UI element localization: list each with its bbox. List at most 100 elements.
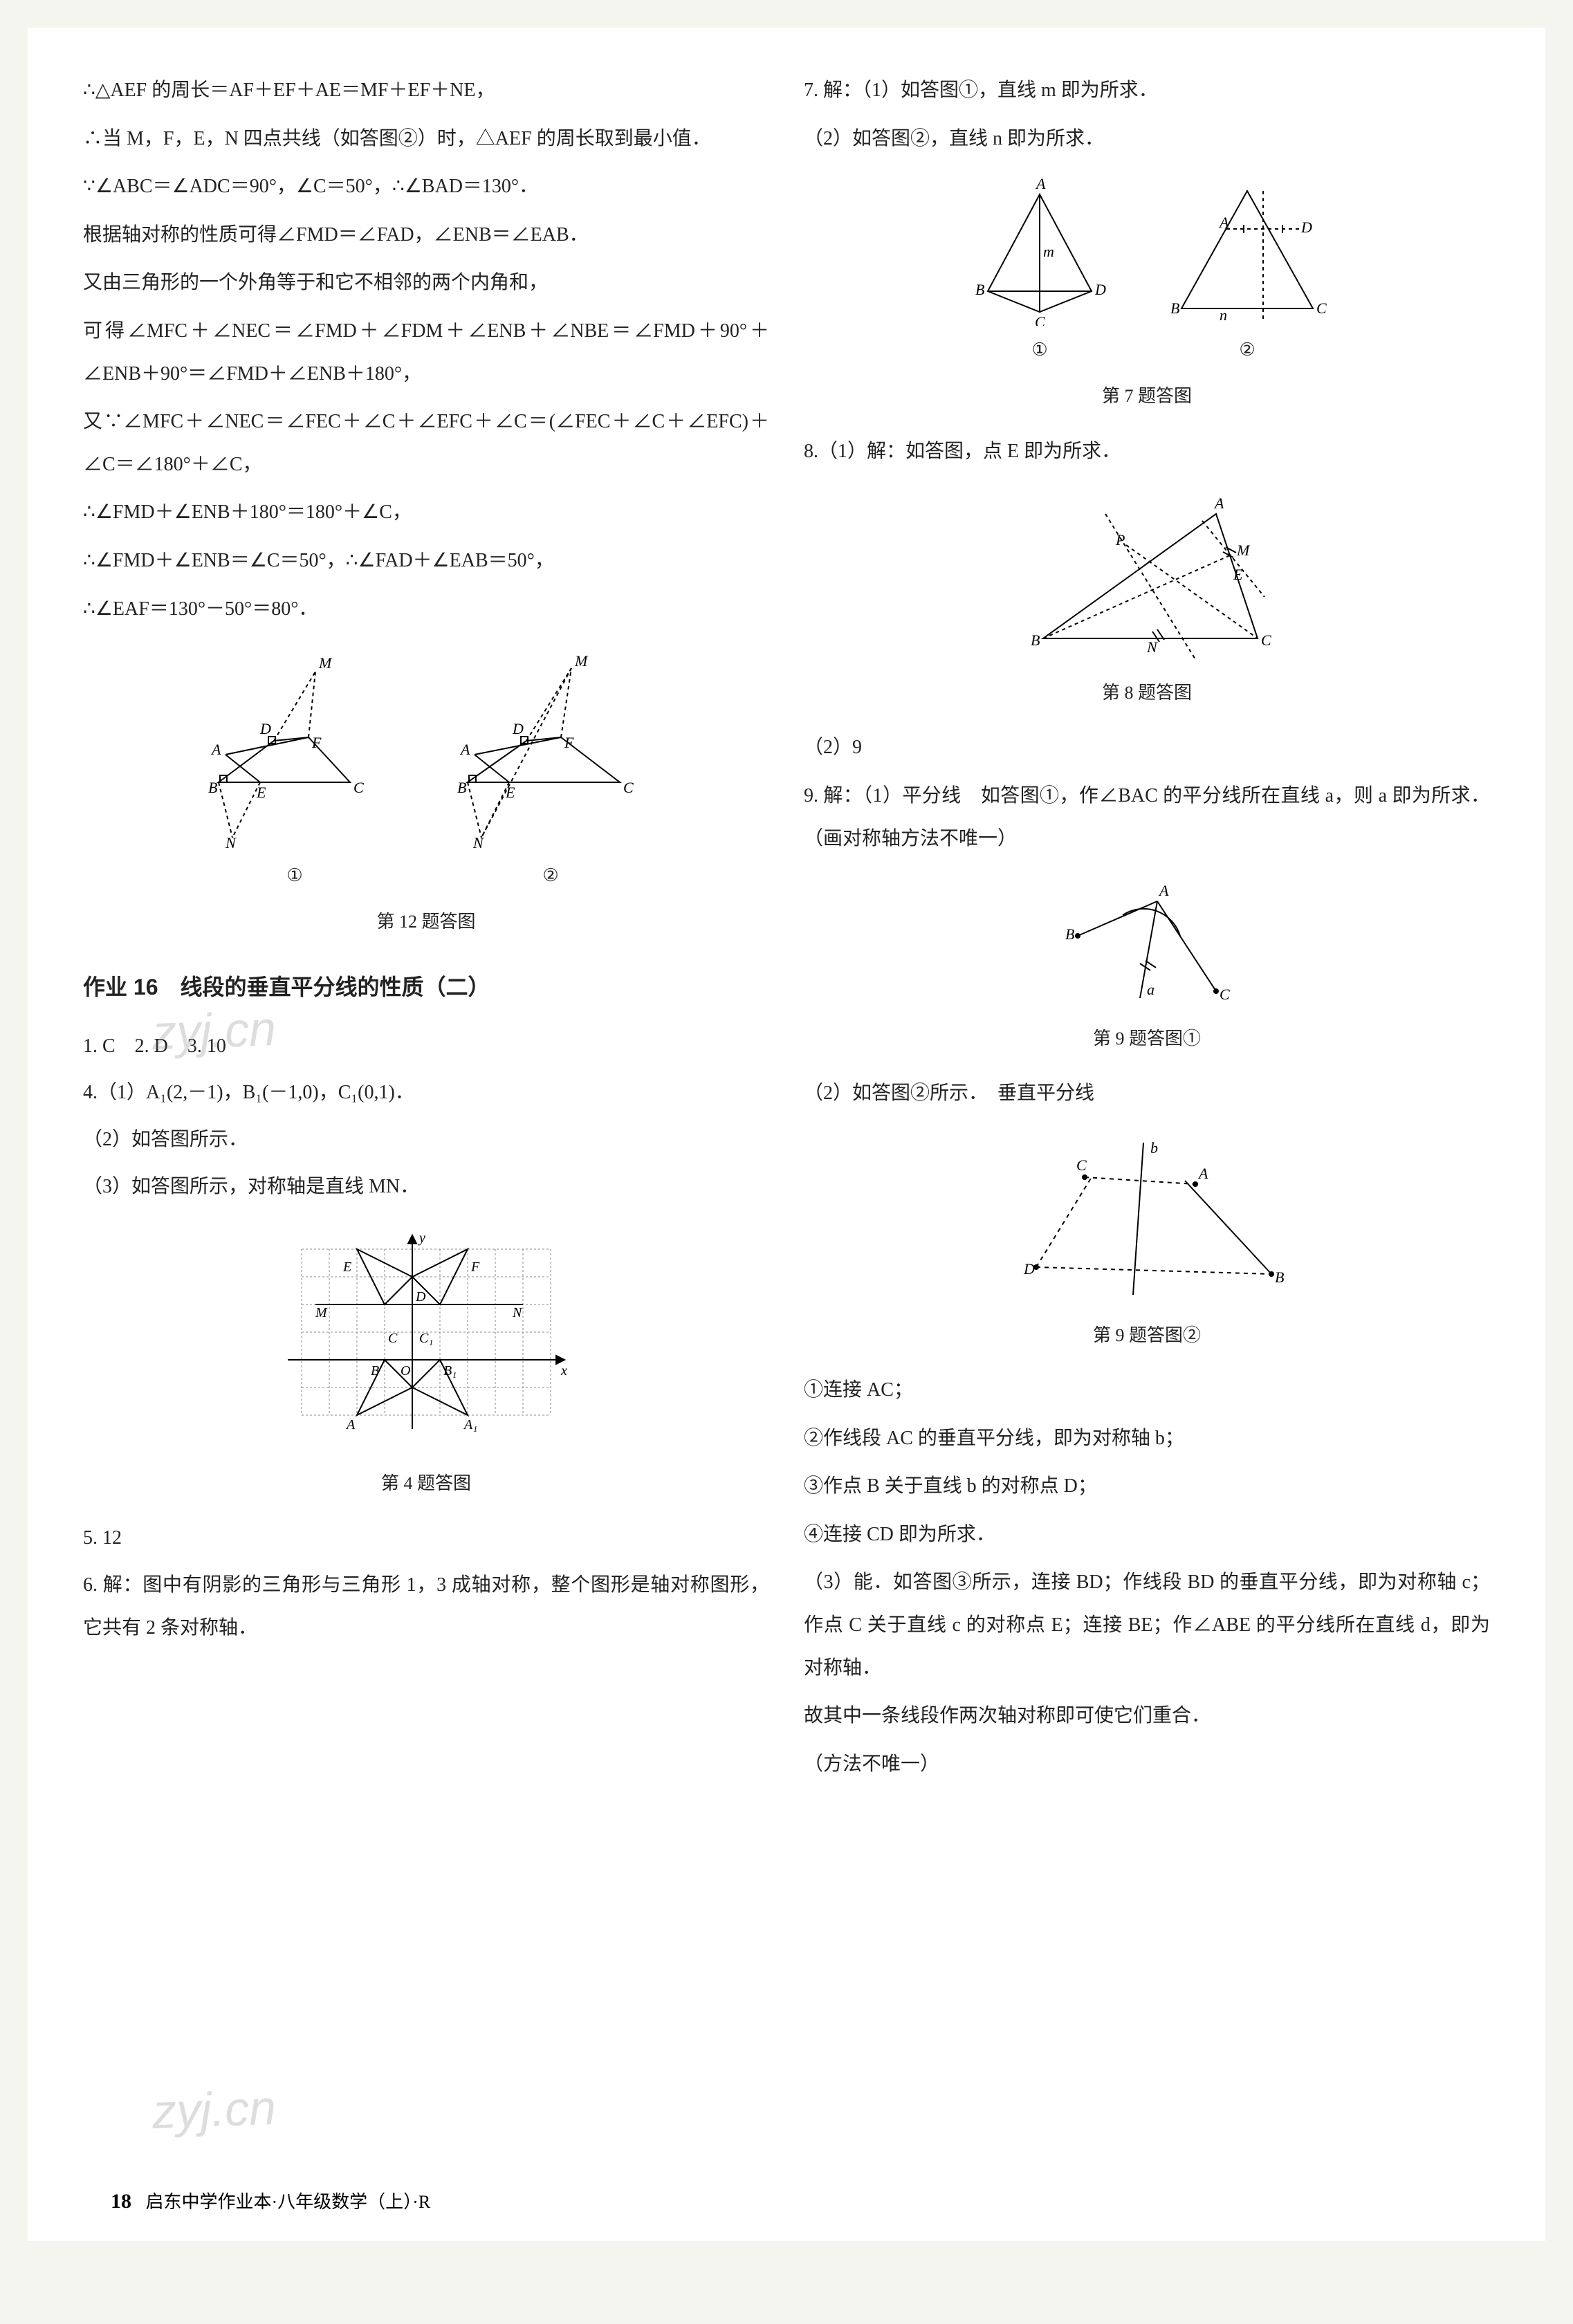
- point-label: B₁: [443, 1363, 457, 1378]
- figure-number: ①: [960, 330, 1119, 369]
- point-label: B: [371, 1363, 379, 1378]
- footer: 18 启东中学作业本·八年级数学（上）·R: [111, 2188, 430, 2213]
- figure-caption: 第 12 题答图: [83, 902, 769, 941]
- point-label: B: [208, 779, 217, 796]
- body-text: 又∵∠MFC＋∠NEC＝∠FEC＋∠C＋∠EFC＋∠C＝(∠FEC＋∠C＋∠EF…: [83, 400, 769, 486]
- point-label: A: [1197, 1165, 1208, 1182]
- point-label: B: [975, 281, 984, 298]
- answer-text: 6. 解：图中有阴影的三角形与三角形 1，3 成轴对称，整个图形是轴对称图形，它…: [83, 1564, 769, 1649]
- point-label: E: [342, 1260, 351, 1275]
- point-label: C: [353, 779, 364, 796]
- answer-text: 8.（1）解：如答图，点 E 即为所求．: [804, 430, 1490, 473]
- answer-text: （2）如答图②所示． 垂直平分线: [804, 1072, 1490, 1115]
- figure-number: ②: [440, 856, 661, 895]
- figure-9a: A B C a: [804, 874, 1490, 1012]
- point-label: A₁: [463, 1417, 477, 1432]
- answer-text: 9. 解：（1）平分线 如答图①，作∠BAC 的平分线所在直线 a，则 a 即为…: [804, 775, 1490, 860]
- body-text: 根据轴对称的性质可得∠FMD＝∠FAD，∠ENB＝∠EAB．: [83, 214, 769, 257]
- line-label: m: [1043, 243, 1054, 260]
- point-label: B: [1065, 925, 1074, 943]
- point-label: B: [1275, 1269, 1284, 1286]
- point-label: D: [1300, 219, 1312, 236]
- figure-number: ①: [191, 856, 398, 895]
- figure-12-1: M D F A B E C N ①: [191, 644, 398, 895]
- left-column: ∴△AEF 的周长＝AF＋EF＋AE＝MF＋EF＋NE， ∴当 M，F，E，N …: [83, 69, 769, 2200]
- step-text: ①连接 AC；: [804, 1369, 1490, 1412]
- point-label: F: [564, 734, 574, 751]
- point-label: C: [1076, 1156, 1087, 1174]
- point-label: D: [512, 720, 524, 737]
- point-label: P: [1115, 531, 1125, 548]
- figure-caption: 第 8 题答图: [804, 673, 1490, 712]
- point-label: C: [388, 1331, 398, 1346]
- answer-line: （3）如答图所示，对称轴是直线 MN．: [83, 1165, 769, 1208]
- figure-8: A B C P M N E: [804, 486, 1490, 666]
- point-label: D: [415, 1289, 426, 1304]
- step-text: ②作线段 AC 的垂直平分线，即为对称轴 b；: [804, 1417, 1490, 1460]
- point-label: M: [315, 1305, 328, 1320]
- point-label: N: [512, 1305, 523, 1320]
- line-label: b: [1150, 1139, 1158, 1156]
- point-label: A: [459, 741, 470, 758]
- answer-line: 4.（1）A₁(2,－1)，B₁(－1,0)，C₁(0,1)．: [83, 1071, 769, 1114]
- point-label: B: [1031, 631, 1040, 649]
- body-text: ∵∠ABC＝∠ADC＝90°，∠C＝50°，∴∠BAD＝130°．: [83, 165, 769, 208]
- point-label: M: [318, 654, 333, 672]
- line-label: a: [1147, 981, 1155, 998]
- point-label: F: [311, 734, 322, 751]
- body-text: ∴△AEF 的周长＝AF＋EF＋AE＝MF＋EF＋NE，: [83, 69, 769, 112]
- axis-label: x: [560, 1363, 567, 1378]
- figure-caption: 第 7 题答图: [804, 376, 1490, 416]
- page: zyj.cn zyj.cn ∴△AEF 的周长＝AF＋EF＋AE＝MF＋EF＋N…: [28, 28, 1545, 2241]
- point-label: E: [505, 784, 515, 801]
- answer-text: （方法不唯一）: [804, 1743, 1490, 1786]
- point-label: M: [574, 652, 589, 670]
- figure-4: E F M D N C C₁ B O B₁ A A₁ x y: [83, 1221, 769, 1457]
- point-label: O: [401, 1363, 410, 1378]
- answer-text: 故其中一条线段作两次轴对称即可使它们重合．: [804, 1695, 1490, 1737]
- point-label: N: [1146, 638, 1158, 656]
- answer-line: （2）如答图所示．: [83, 1118, 769, 1161]
- figure-caption: 第 9 题答图②: [804, 1316, 1490, 1355]
- point-label: F: [470, 1260, 480, 1275]
- figure-7-1: A B C D m ①: [960, 174, 1119, 369]
- point-label: A: [1035, 175, 1046, 192]
- body-text: ∴∠EAF＝130°－50°＝80°．: [83, 588, 769, 631]
- point-label: A: [1158, 882, 1169, 899]
- point-label: M: [1236, 542, 1251, 559]
- point-label: E: [1233, 566, 1243, 583]
- figure-9b: C A D B b: [804, 1129, 1490, 1309]
- point-label: N: [472, 834, 484, 851]
- point-label: B: [1170, 299, 1179, 317]
- point-label: B: [457, 779, 466, 796]
- answer-text: （2）如答图②，直线 n 即为所求．: [804, 118, 1490, 160]
- point-label: A: [345, 1417, 356, 1432]
- right-column: 7. 解：（1）如答图①，直线 m 即为所求． （2）如答图②，直线 n 即为所…: [804, 69, 1490, 2200]
- point-label: C: [1316, 299, 1327, 317]
- point-label: N: [225, 834, 237, 851]
- point-label: D: [259, 720, 271, 737]
- point-label: C₁: [419, 1331, 433, 1346]
- figure-caption: 第 9 题答图①: [804, 1019, 1490, 1058]
- point-label: C: [1261, 631, 1271, 649]
- answer-line: 5. 12: [83, 1517, 769, 1560]
- point-label: A: [1218, 214, 1229, 231]
- point-label: D: [1094, 281, 1106, 298]
- point-label: A: [1213, 495, 1224, 512]
- step-text: ③作点 B 关于直线 b 的对称点 D；: [804, 1465, 1490, 1508]
- figure-7-row: A B C D m ①: [804, 174, 1490, 369]
- figure-caption: 第 4 题答图: [83, 1464, 769, 1503]
- body-text: 又由三角形的一个外角等于和它不相邻的两个内角和，: [83, 261, 769, 304]
- axis-label: y: [418, 1230, 425, 1246]
- answer-line: 1. C 2. D 3. 10: [83, 1025, 769, 1068]
- body-text: ∴∠FMD＋∠ENB＝∠C＝50°，∴∠FAD＋∠EAB＝50°，: [83, 540, 769, 582]
- body-text: 可得∠MFC＋∠NEC＝∠FMD＋∠FDM＋∠ENB＋∠NBE＝∠FMD＋90°…: [83, 310, 769, 395]
- answer-text: （2）9: [804, 726, 1490, 769]
- figure-7-2: A D B C n ②: [1161, 174, 1334, 369]
- line-label: n: [1220, 306, 1227, 324]
- body-text: ∴当 M，F，E，N 四点共线（如答图②）时，△AEF 的周长取到最小值．: [83, 118, 769, 160]
- point-label: C: [1220, 986, 1230, 1003]
- point-label: D: [1023, 1260, 1035, 1278]
- step-text: ④连接 CD 即为所求．: [804, 1513, 1490, 1556]
- point-label: A: [210, 741, 221, 758]
